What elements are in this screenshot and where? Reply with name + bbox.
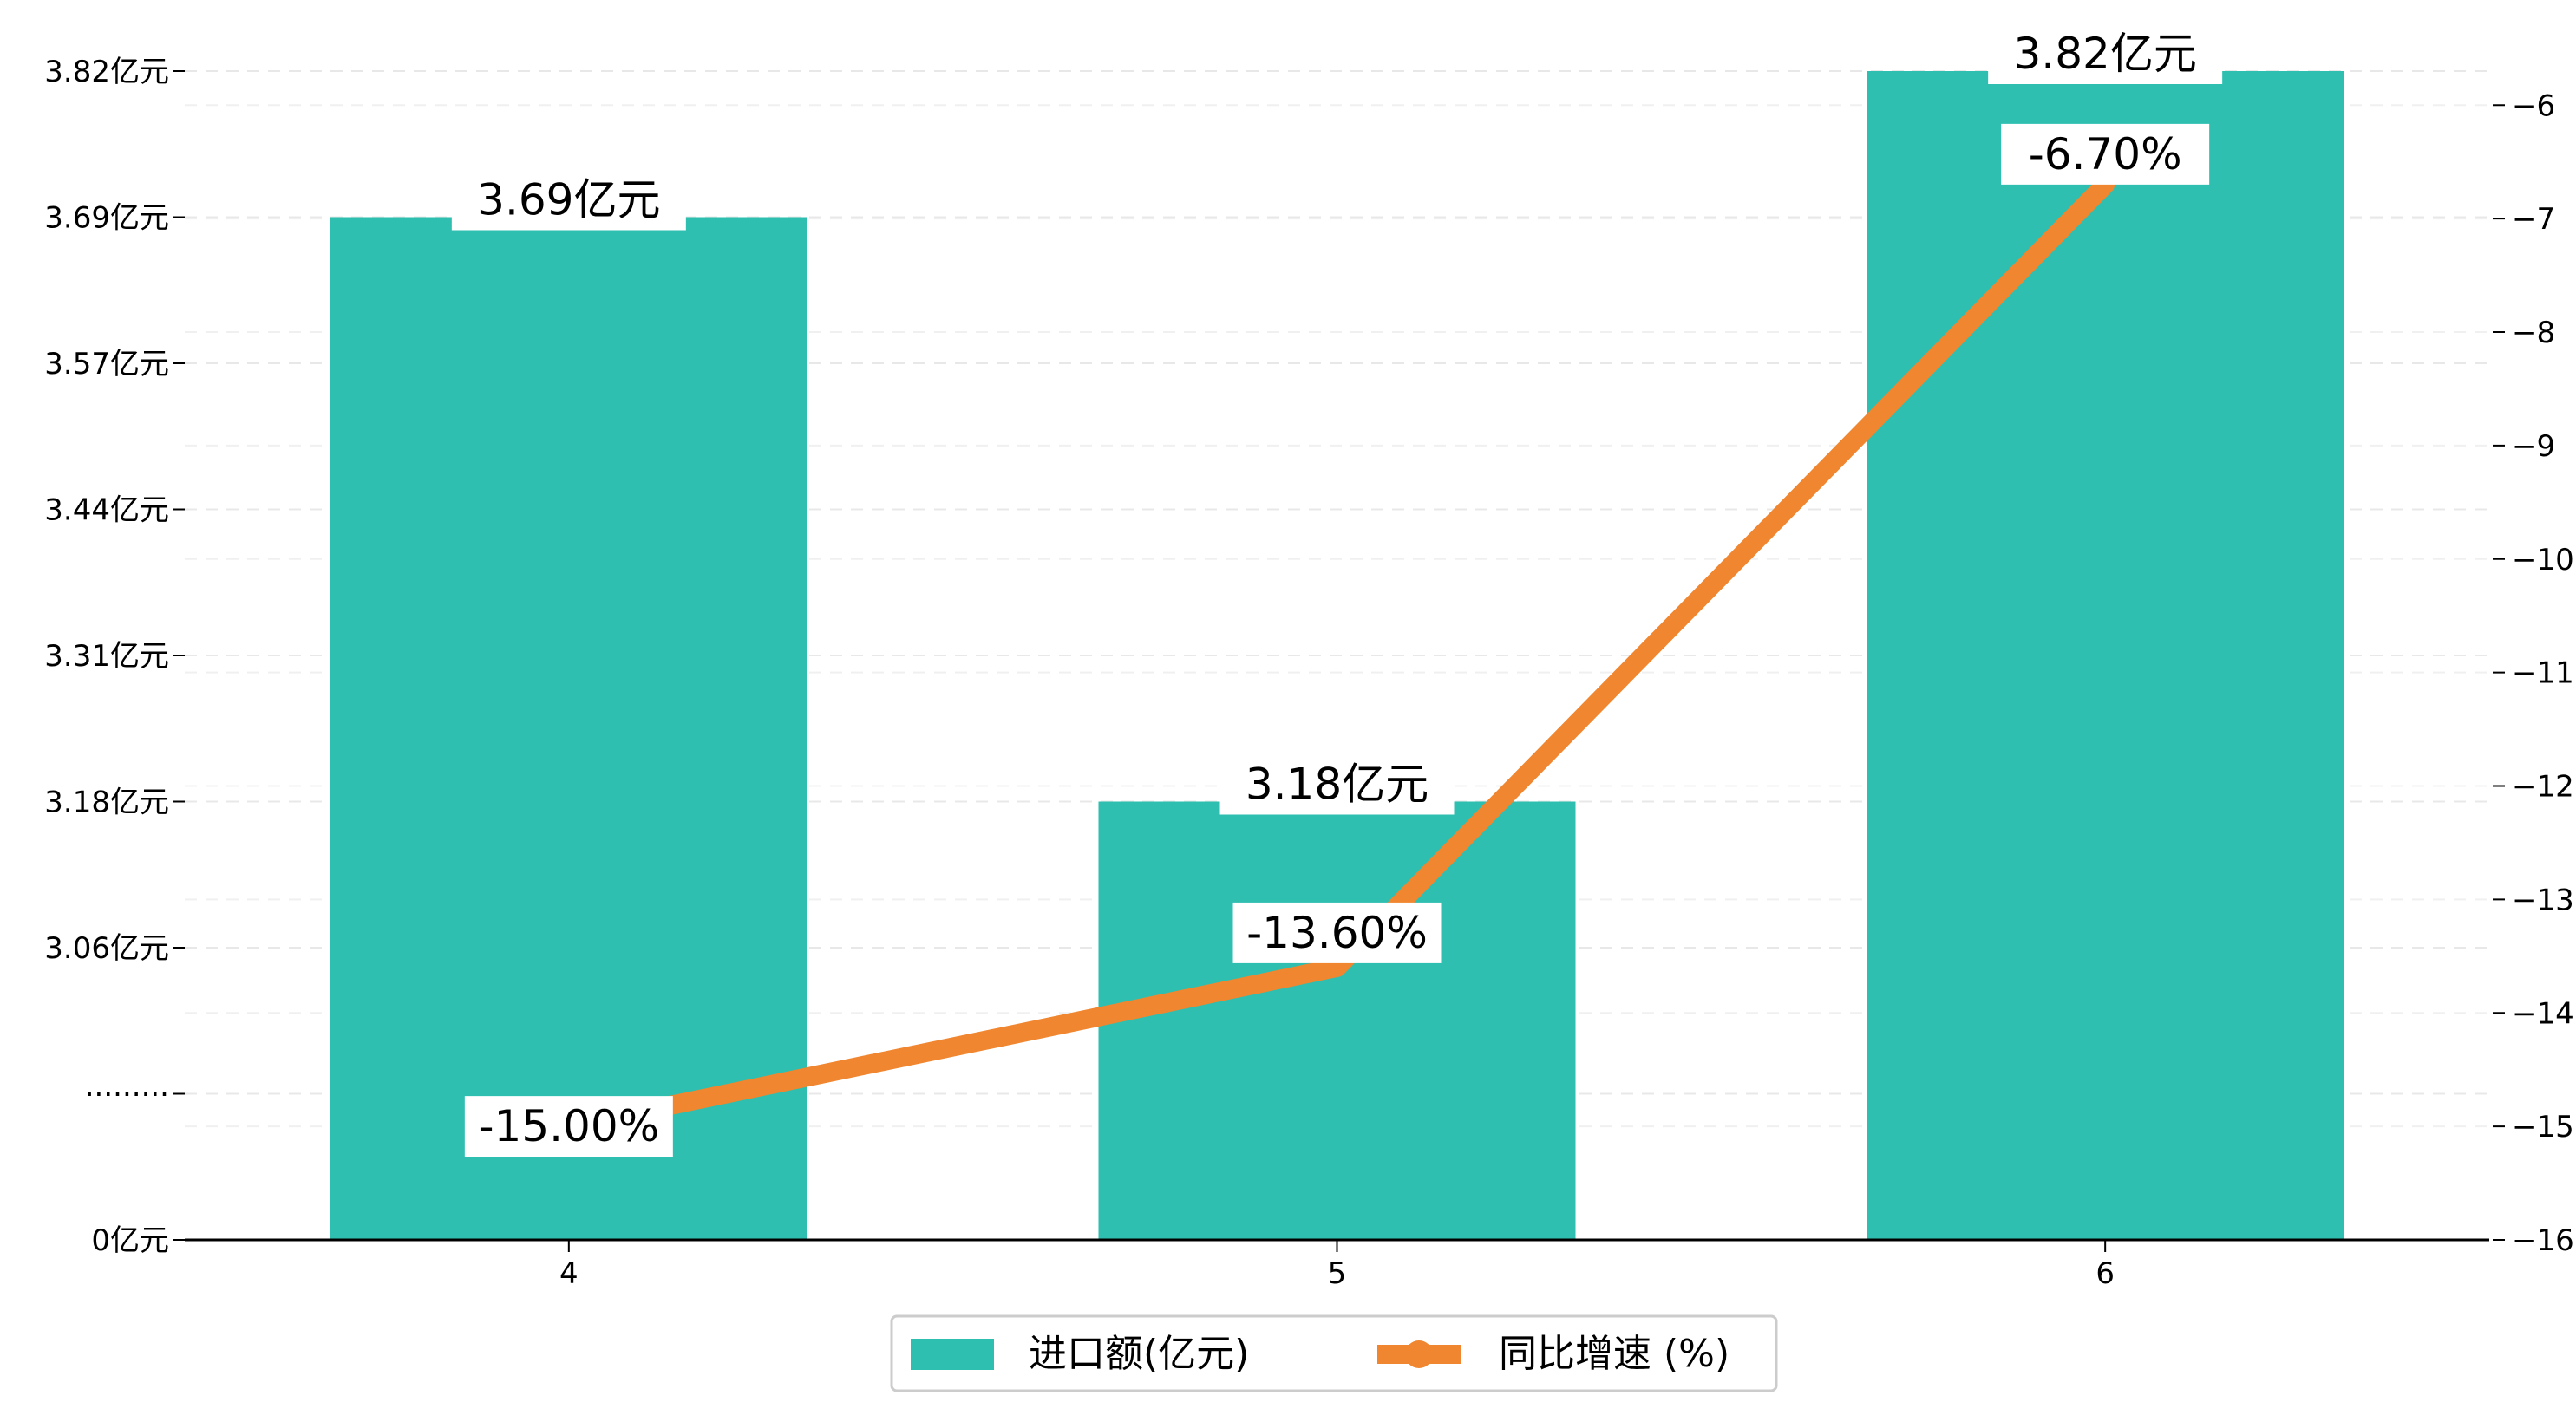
y-left-tick-label: 0亿元 <box>91 1223 169 1258</box>
y-left-tick-label: 3.18亿元 <box>44 786 169 820</box>
growth-line <box>559 174 2115 1137</box>
legend: 进口额(亿元) 同比增速 (%) <box>890 1314 1778 1392</box>
line-value-label: -13.60% <box>1246 908 1428 958</box>
axes: 0亿元 ········· 3.06亿元 3.18亿元 3.31亿元 3.44亿元 3.57… <box>44 55 2573 1291</box>
line-value-label: -6.70% <box>2029 129 2182 179</box>
bar-value-label-box <box>451 169 686 231</box>
y-right-tick-label: −15 <box>2512 1110 2574 1144</box>
y-right-tick-label: −12 <box>2512 770 2574 805</box>
y-left-tick-label: 3.69亿元 <box>44 201 169 236</box>
y-right-tick-label: −6 <box>2512 88 2555 123</box>
bar-value-label: 3.82亿元 <box>2014 29 2197 79</box>
y-right-tick-label: −13 <box>2512 883 2574 917</box>
bar-value-label-box <box>1988 23 2223 84</box>
bar-6 <box>1867 71 2344 1240</box>
legend-label-bar: 进口额(亿元) <box>1029 1332 1249 1376</box>
y-right-tick-label: −16 <box>2512 1223 2574 1258</box>
y-right-tick-label: −8 <box>2512 316 2555 350</box>
y-left-tick-label: 3.31亿元 <box>44 639 169 674</box>
bar-4 <box>330 217 807 1240</box>
bar-value-label: 3.18亿元 <box>1246 760 1429 810</box>
bar-value-label: 3.69亿元 <box>477 175 660 225</box>
legend-box <box>890 1314 1778 1392</box>
line-value-label-box <box>2001 123 2210 185</box>
y-left-tick-label: 3.44亿元 <box>44 493 169 528</box>
y-right-tick-label: −14 <box>2512 996 2574 1031</box>
legend-label-line: 同比增速 (%) <box>1499 1332 1729 1376</box>
y-left-tick-label: 3.06亿元 <box>44 931 169 966</box>
line-series <box>559 174 2115 1137</box>
legend-marker-line <box>1405 1340 1433 1368</box>
bar-value-label-box <box>1219 753 1455 815</box>
x-tick-label: 4 <box>559 1256 579 1291</box>
y-left-tick-label: 3.82亿元 <box>44 55 169 89</box>
y-left-tick-label: 3.57亿元 <box>44 347 169 381</box>
line-value-label-box <box>1232 902 1442 963</box>
y-right-tick-label: −9 <box>2512 429 2555 464</box>
bar-series <box>330 71 2344 1240</box>
x-tick-label: 6 <box>2095 1256 2115 1291</box>
legend-swatch-bar <box>911 1339 994 1370</box>
x-tick-label: 5 <box>1328 1256 1347 1291</box>
line-value-label: -15.00% <box>478 1101 659 1151</box>
y-right-tick-label: −11 <box>2512 656 2574 691</box>
data-labels: 3.69亿元 3.18亿元 3.82亿元 -15.00% -13.60% -6.70% <box>451 23 2223 1157</box>
bar-5 <box>1098 801 1576 1240</box>
y-right-tick-label: −7 <box>2512 202 2555 237</box>
y-right-tick-label: −10 <box>2512 543 2574 577</box>
line-value-label-box <box>464 1096 673 1157</box>
y-left-tick-label: ········· <box>85 1078 169 1112</box>
